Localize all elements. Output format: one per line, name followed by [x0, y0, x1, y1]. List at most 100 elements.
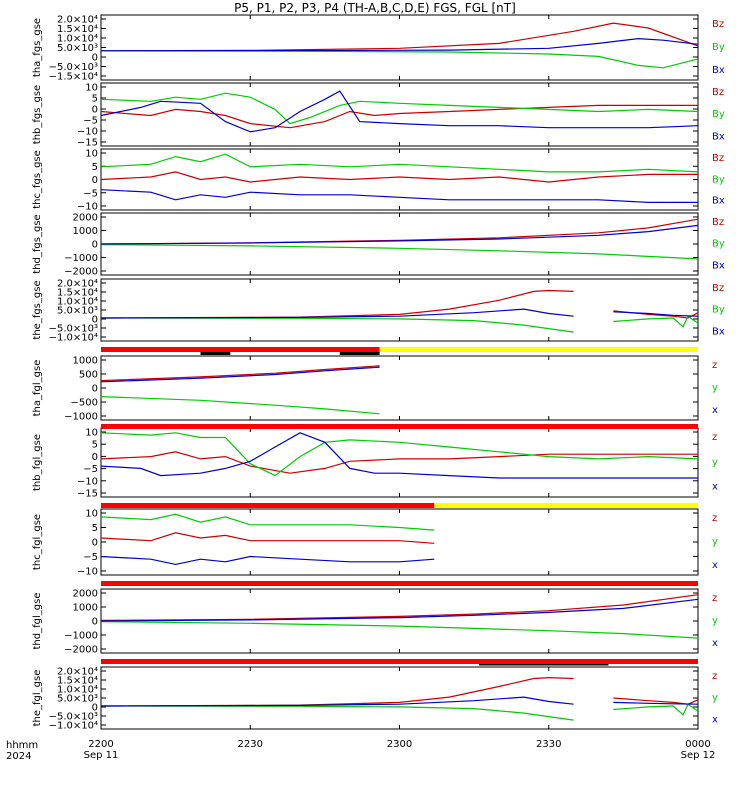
y-tick-label: 5: [92, 162, 98, 173]
y-tick-label: 1.0×10⁴: [57, 685, 98, 696]
series-line-x: [100, 432, 698, 479]
legend-entry: By: [712, 109, 725, 120]
legend-entry: Bz: [712, 87, 724, 98]
legend-entry: y: [712, 383, 718, 394]
series-line-z: [100, 594, 699, 621]
y-tick-label: 0: [92, 703, 98, 714]
series-line-z: [100, 532, 435, 544]
y-tick-label: 0: [92, 538, 98, 549]
series-line-x: [100, 366, 380, 383]
y-axis-label: thc_fgl_gse: [32, 514, 43, 570]
y-tick-label: −1000: [64, 412, 98, 423]
legend-entry: x: [712, 714, 718, 725]
legend-entry: y: [712, 536, 718, 547]
series-line-x: [100, 555, 435, 566]
legend-entry: Bx: [712, 260, 725, 271]
legend-entry: y: [712, 457, 718, 468]
series-line-bz: [100, 218, 699, 245]
legend-entry: Bx: [712, 196, 725, 207]
series-line-z: [100, 676, 574, 707]
y-tick-label: 5: [92, 94, 98, 105]
series-line-by: [100, 317, 574, 333]
legend-entry: z: [712, 513, 717, 524]
y-tick-label: −5: [83, 464, 98, 475]
y-tick-label: −500: [71, 398, 98, 409]
series-line-bx: [100, 224, 699, 245]
panel-frame: [100, 355, 699, 421]
x-tick-label: 2330: [536, 739, 561, 750]
y-tick-label: 0: [92, 53, 98, 64]
y-tick-label: 2.0×10⁴: [57, 15, 98, 26]
panel-frame: [100, 14, 699, 81]
y-axis-label: thb_fgl_gse: [32, 434, 43, 491]
y-tick-label: 0: [92, 452, 98, 463]
y-tick-label: −1.5×10⁴: [49, 72, 98, 83]
legend-entry: Bx: [712, 326, 725, 337]
x-tick-date-label: Sep 11: [84, 750, 119, 761]
y-tick-label: −5.0×10³: [49, 62, 98, 73]
y-tick-label: 10: [85, 149, 98, 160]
y-tick-label: −1000: [64, 631, 98, 642]
legend-entry: z: [712, 593, 717, 604]
legend-entry: x: [712, 560, 718, 571]
series-line-bx: [100, 189, 698, 203]
series-line-y: [100, 396, 380, 415]
panel-frame: [100, 82, 699, 147]
y-tick-label: 5.0×10³: [57, 43, 98, 54]
panel-frame: [100, 666, 699, 730]
legend-entry: By: [712, 239, 725, 250]
series-line-y: [100, 705, 574, 721]
y-tick-label: 0: [92, 315, 98, 326]
y-tick-label: 0: [92, 617, 98, 628]
y-tick-label: 2.0×10⁴: [57, 667, 98, 678]
y-tick-label: 10: [85, 428, 98, 439]
x-axis-hhmm-label: hhmm: [6, 740, 39, 751]
y-tick-label: −5: [83, 116, 98, 127]
legend-entry: x: [712, 482, 718, 493]
series-line-bz: [100, 289, 574, 319]
y-tick-label: 1.5×10⁴: [57, 676, 98, 687]
status-strip: [379, 347, 698, 352]
legend-entry: Bz: [712, 283, 724, 294]
status-strip: [101, 659, 698, 664]
series-line-by: [613, 315, 699, 328]
y-tick-label: −10: [77, 202, 98, 213]
y-tick-label: −1000: [64, 253, 98, 264]
series-line-by: [100, 244, 699, 260]
legend-entry: z: [712, 432, 717, 443]
y-tick-label: 10: [85, 509, 98, 520]
x-tick-label: 2300: [387, 739, 412, 750]
series-line-bz: [100, 104, 698, 129]
series-line-y: [613, 703, 699, 716]
page-title: P5, P1, P2, P3, P4 (TH-A,B,C,D,E) FGS, F…: [234, 1, 516, 15]
legend-entry: y: [712, 616, 718, 627]
y-tick-label: 1000: [73, 356, 98, 367]
y-tick-label: 0: [92, 175, 98, 186]
status-marker: [200, 352, 231, 355]
legend-entry: Bx: [712, 131, 725, 142]
y-tick-label: 1.0×10⁴: [57, 34, 98, 45]
y-tick-label: −1.0×10⁴: [49, 333, 98, 344]
status-strip: [101, 581, 698, 586]
y-tick-label: 1000: [73, 603, 98, 614]
y-tick-label: 1000: [73, 226, 98, 237]
legend-entry: y: [712, 693, 718, 704]
series-line-bx: [100, 90, 699, 133]
series-line-by: [100, 50, 699, 69]
y-axis-label: thc_fgs_gse: [32, 150, 43, 209]
legend-entry: z: [712, 360, 717, 371]
y-tick-label: 1.5×10⁴: [57, 24, 98, 35]
y-tick-label: −2000: [64, 645, 98, 656]
x-tick-label: 2200: [88, 739, 113, 750]
y-tick-label: 5: [92, 440, 98, 451]
series-line-z: [100, 451, 698, 474]
series-line-x: [100, 598, 699, 622]
y-tick-label: −5: [83, 188, 98, 199]
legend-entry: By: [712, 174, 725, 185]
y-tick-label: −5.0×10³: [49, 712, 98, 723]
legend-entry: x: [712, 405, 718, 416]
y-tick-label: 2000: [73, 589, 98, 600]
y-tick-label: 5: [92, 523, 98, 534]
status-marker: [479, 664, 609, 666]
